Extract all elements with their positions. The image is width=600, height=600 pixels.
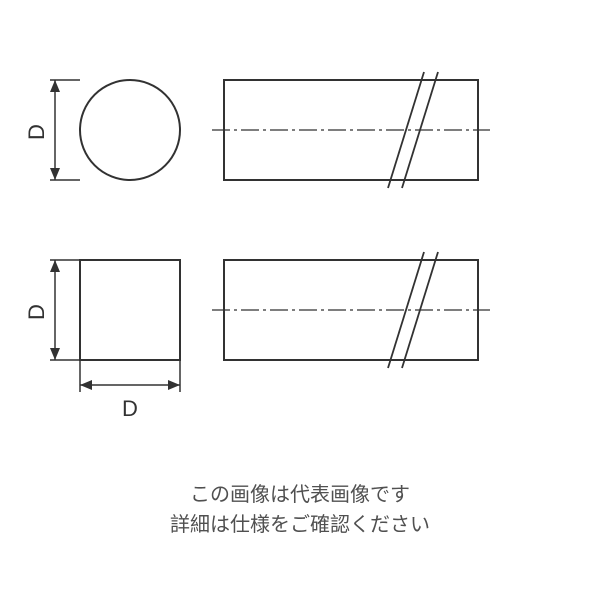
dim-label: D [122,396,138,421]
arrowhead [168,380,180,390]
dim-horizontal: D [80,360,180,421]
arrowhead [50,168,60,180]
dim-vertical: D [24,260,80,360]
profile-circle [80,80,180,180]
profile-square [80,260,180,360]
arrowhead [50,260,60,272]
caption-line-2: 詳細は仕様をご確認ください [0,510,600,540]
dim-vertical: D [24,80,80,180]
arrowhead [50,80,60,92]
dim-label: D [24,124,49,140]
diagram-canvas: D D D この画像は代表画像です 詳細は仕様をご確認ください [0,0,600,600]
arrowhead [80,380,92,390]
arrowhead [50,348,60,360]
caption-block: この画像は代表画像です 詳細は仕様をご確認ください [0,480,600,540]
dim-label: D [24,304,49,320]
caption-line-1: この画像は代表画像です [0,480,600,510]
